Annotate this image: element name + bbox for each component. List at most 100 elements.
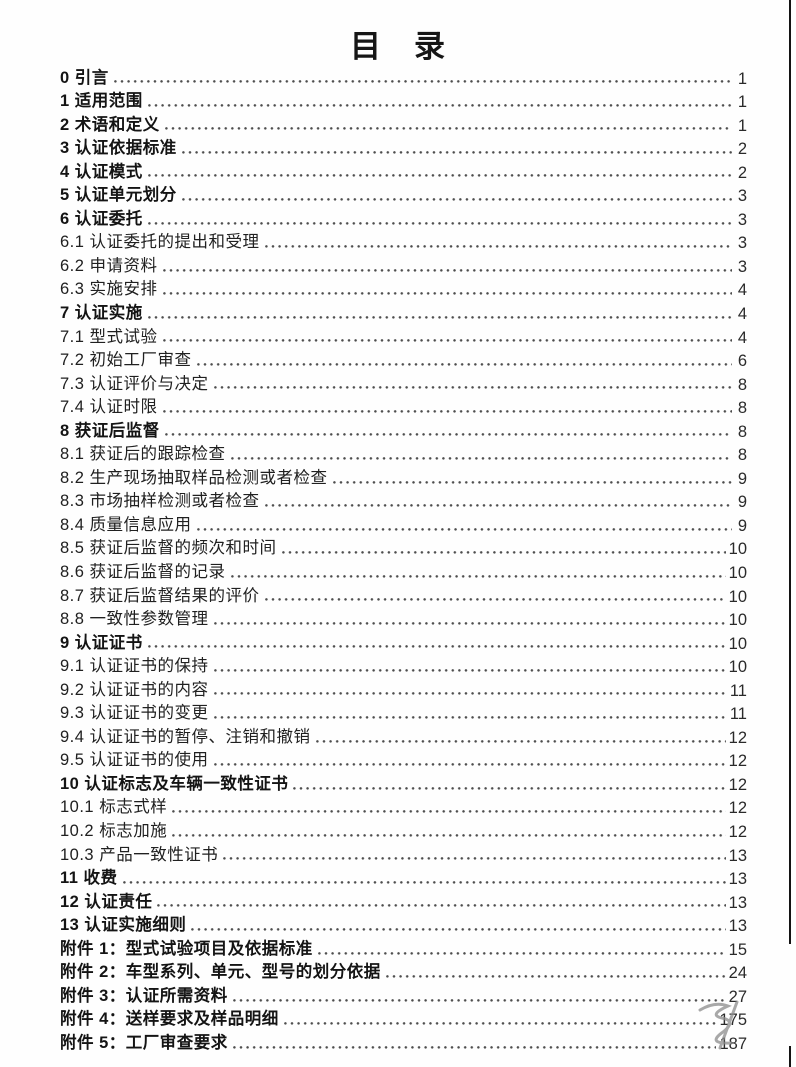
dot-leader xyxy=(172,833,726,837)
dot-leader xyxy=(213,692,727,696)
toc-entry-page-number: 10 xyxy=(728,611,747,630)
toc-entry-page-number: 9 xyxy=(737,469,747,488)
toc-entry-page-number: 187 xyxy=(719,1034,747,1053)
dot-leader xyxy=(147,174,732,178)
dot-leader xyxy=(196,362,732,366)
toc-entry-page-number: 8 xyxy=(737,375,747,394)
toc-entry-label: 10.2 标志加施 xyxy=(60,822,168,841)
toc-entry: 13 认证实施细则 13 xyxy=(60,914,747,938)
toc-entry: 9.2 认证证书的内容 11 xyxy=(60,678,747,702)
toc-entry: 2 术语和定义 1 xyxy=(60,113,747,137)
toc-entry: 8.4 质量信息应用 9 xyxy=(60,513,747,537)
toc-entry-label: 8.4 质量信息应用 xyxy=(60,515,192,534)
toc-entry-label: 6.2 申请资料 xyxy=(60,256,158,275)
toc-entry: 8.8 一致性参数管理 10 xyxy=(60,608,747,632)
toc-entry-page-number: 1 xyxy=(737,69,747,88)
toc-entry-label: 附件 3：认证所需资料 xyxy=(60,986,228,1005)
toc-entry: 7 认证实施 4 xyxy=(60,301,747,325)
dot-leader xyxy=(147,315,732,319)
toc-entry-page-number: 9 xyxy=(737,493,747,512)
toc-entry-label: 13 认证实施细则 xyxy=(60,916,187,935)
toc-entry: 9.4 认证证书的暂停、注销和撤销 12 xyxy=(60,725,747,749)
dot-leader xyxy=(164,127,732,131)
toc-entry-label: 9.1 认证证书的保持 xyxy=(60,657,209,676)
dot-leader xyxy=(164,433,732,437)
dot-leader xyxy=(264,598,726,602)
toc-entry: 10.3 产品一致性证书 13 xyxy=(60,843,747,867)
toc-entry: 8.6 获证后监督的记录 10 xyxy=(60,560,747,584)
dot-leader xyxy=(162,409,732,413)
dot-leader xyxy=(332,480,732,484)
toc-entry-page-number: 6 xyxy=(737,352,747,371)
toc-entry-label: 8.1 获证后的跟踪检查 xyxy=(60,445,226,464)
toc-entry: 10.2 标志加施 12 xyxy=(60,820,747,844)
toc-entry-page-number: 4 xyxy=(737,281,747,300)
dot-leader xyxy=(264,245,732,249)
toc-entry-page-number: 8 xyxy=(737,422,747,441)
toc-entry-label: 7 认证实施 xyxy=(60,303,143,322)
toc-entry: 9.3 认证证书的变更 11 xyxy=(60,702,747,726)
toc-entry-page-number: 12 xyxy=(728,775,747,794)
toc-entry-page-number: 13 xyxy=(728,917,747,936)
page-edge-line xyxy=(789,0,791,944)
toc-entry: 8 获证后监督 8 xyxy=(60,419,747,443)
toc-entry-label: 6.1 认证委托的提出和受理 xyxy=(60,233,260,252)
toc-entry-label: 12 认证责任 xyxy=(60,892,153,911)
toc-entry-page-number: 13 xyxy=(728,893,747,912)
toc-entry-page-number: 4 xyxy=(737,304,747,323)
toc-entry-label: 7.2 初始工厂审查 xyxy=(60,351,192,370)
toc-entry: 6.3 实施安排 4 xyxy=(60,278,747,302)
toc-entry-label: 3 认证依据标准 xyxy=(60,139,177,158)
toc-entry: 附件 5：工厂审查要求 187 xyxy=(60,1031,747,1055)
toc-entry-label: 2 术语和定义 xyxy=(60,115,160,134)
dot-leader xyxy=(191,927,726,931)
toc-entry-page-number: 8 xyxy=(737,399,747,418)
toc-entry-label: 10.1 标志式样 xyxy=(60,798,168,817)
toc-entry-page-number: 13 xyxy=(728,846,747,865)
toc-entry-label: 10 认证标志及车辆一致性证书 xyxy=(60,774,289,793)
toc-entry-label: 附件 1：型式试验项目及依据标准 xyxy=(60,939,313,958)
dot-leader xyxy=(122,880,726,884)
toc-entry-page-number: 1 xyxy=(737,116,747,135)
dot-leader xyxy=(157,904,726,908)
dot-leader xyxy=(223,857,726,861)
toc-entry-label: 9 认证证书 xyxy=(60,633,143,652)
toc-entry-page-number: 11 xyxy=(729,705,747,724)
toc-entry-label: 6.3 实施安排 xyxy=(60,280,158,299)
toc-entry-page-number: 3 xyxy=(737,187,747,206)
page-edge-line xyxy=(789,1046,791,1067)
dot-leader xyxy=(162,339,732,343)
table-of-contents: 0 引言 1 1 适用范围 1 2 术语和定义 1 3 认证依据标准 2 4 认… xyxy=(60,66,747,1055)
toc-entry: 7.3 认证评价与决定 8 xyxy=(60,372,747,396)
toc-entry: 9.5 认证证书的使用 12 xyxy=(60,749,747,773)
toc-entry: 0 引言 1 xyxy=(60,66,747,90)
dot-leader xyxy=(293,786,726,790)
toc-entry-page-number: 3 xyxy=(737,257,747,276)
toc-entry-page-number: 175 xyxy=(719,1011,747,1030)
toc-entry-label: 7.4 认证时限 xyxy=(60,398,158,417)
toc-entry: 8.1 获证后的跟踪检查 8 xyxy=(60,443,747,467)
toc-entry-label: 9.5 认证证书的使用 xyxy=(60,751,209,770)
toc-entry-page-number: 10 xyxy=(728,540,747,559)
toc-entry-page-number: 3 xyxy=(737,210,747,229)
toc-entry: 附件 4：送样要求及样品明细 175 xyxy=(60,1008,747,1032)
toc-entry-page-number: 8 xyxy=(737,446,747,465)
toc-entry: 4 认证模式 2 xyxy=(60,160,747,184)
toc-entry: 7.1 型式试验 4 xyxy=(60,325,747,349)
dot-leader xyxy=(213,763,726,767)
toc-entry: 附件 2：车型系列、单元、型号的划分依据 24 xyxy=(60,961,747,985)
dot-leader xyxy=(232,1045,717,1049)
dot-leader xyxy=(213,386,732,390)
toc-entry-page-number: 12 xyxy=(728,752,747,771)
toc-entry-label: 1 适用范围 xyxy=(60,92,143,111)
toc-entry-label: 附件 4：送样要求及样品明细 xyxy=(60,1010,279,1029)
toc-entry-page-number: 27 xyxy=(728,987,747,1006)
toc-entry-label: 5 认证单元划分 xyxy=(60,186,177,205)
toc-entry: 10 认证标志及车辆一致性证书 12 xyxy=(60,772,747,796)
dot-leader xyxy=(315,739,726,743)
dot-leader xyxy=(147,103,732,107)
toc-entry-page-number: 12 xyxy=(728,728,747,747)
dot-leader xyxy=(147,221,732,225)
toc-entry-label: 8.6 获证后监督的记录 xyxy=(60,563,226,581)
toc-entry: 3 认证依据标准 2 xyxy=(60,137,747,161)
